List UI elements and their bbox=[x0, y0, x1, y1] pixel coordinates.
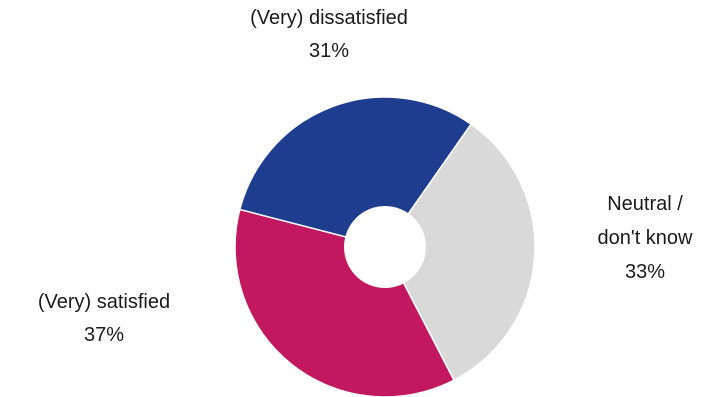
slice-dissatisfied bbox=[238, 96, 473, 248]
slice-label-dissatisfied-name: (Very) dissatisfied bbox=[250, 7, 408, 29]
slice-neutral bbox=[384, 123, 536, 382]
slice-label-dissatisfied-value: 31% bbox=[309, 40, 349, 62]
slice-label-dissatisfied: (Very) dissatisfied 31% bbox=[250, 7, 408, 62]
slice-label-satisfied-value: 37% bbox=[84, 324, 124, 346]
donut-slices bbox=[234, 96, 536, 397]
slice-label-neutral: Neutral / don't know 33% bbox=[598, 193, 694, 283]
slice-satisfied bbox=[234, 208, 455, 397]
slice-label-neutral-line1: Neutral / bbox=[607, 193, 683, 215]
slice-label-neutral-line2: don't know bbox=[598, 227, 694, 249]
donut-hole bbox=[344, 206, 426, 288]
slice-label-satisfied: (Very) satisfied 37% bbox=[38, 291, 170, 346]
slice-label-satisfied-name: (Very) satisfied bbox=[38, 291, 170, 313]
slice-label-neutral-value: 33% bbox=[625, 261, 665, 283]
